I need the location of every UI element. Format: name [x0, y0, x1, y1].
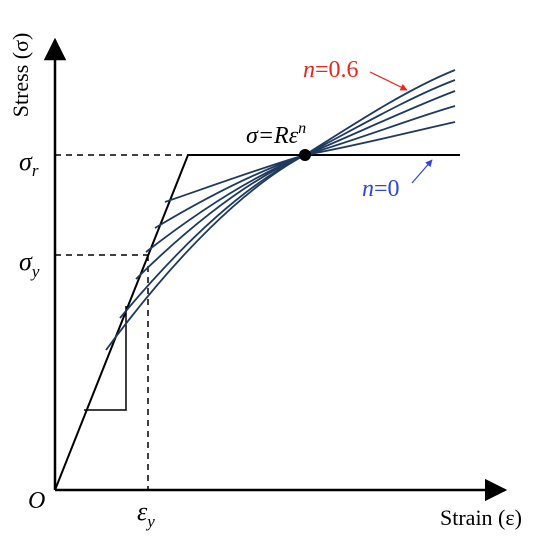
power-law-formula: σ=Rεn — [246, 120, 306, 149]
n-zero-arrow — [411, 159, 433, 184]
elastic-perfectly-plastic-line — [54, 154, 460, 491]
sigma-r-label: σr — [19, 147, 39, 180]
x-axis-label: Strain (ε) — [440, 505, 522, 530]
power-law-curves — [105, 69, 456, 351]
origin-label: O — [28, 488, 45, 514]
n-high-label: n=0.6 — [303, 57, 359, 83]
power-law-curve-1 — [164, 121, 456, 203]
intersection-point-icon — [299, 149, 311, 161]
n-high-arrow — [369, 71, 408, 91]
power-law-curve-6 — [105, 154, 306, 351]
sigma-y-label: σy — [19, 247, 40, 281]
power-law-curve-5 — [119, 69, 456, 319]
eps-y-label: εy — [137, 497, 155, 531]
n-zero-label: n=0 — [362, 176, 400, 202]
slope-triangle — [84, 306, 127, 411]
y-axis-label: Stress (σ) — [8, 33, 33, 118]
